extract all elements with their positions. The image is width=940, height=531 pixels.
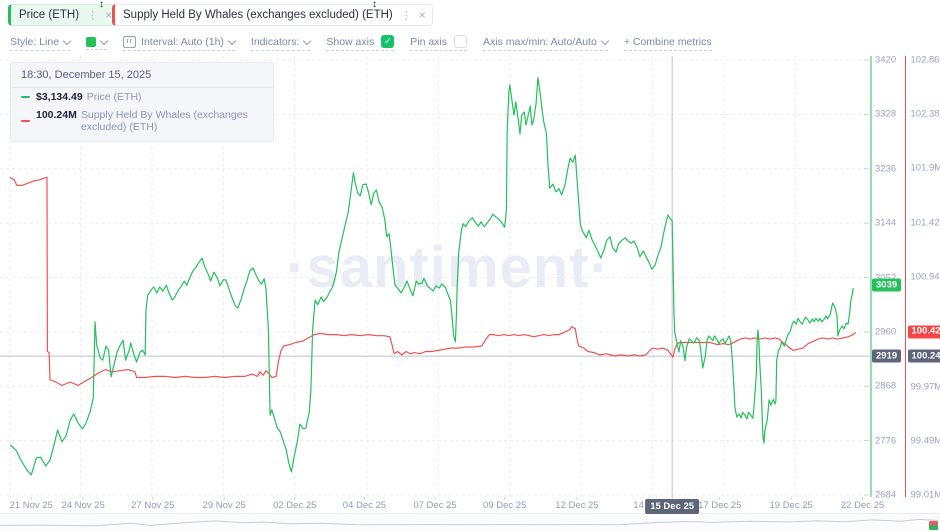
x-axis-tick: 29 Nov 25 xyxy=(202,500,246,511)
tooltip-row-supply: 100.24M Supply Held By Whales (exchanges… xyxy=(11,106,273,141)
x-axis-tick: 04 Dec 25 xyxy=(342,500,387,511)
supply-axis-tick: 102.38M xyxy=(910,108,940,120)
mini-logo-icon xyxy=(929,521,938,530)
combine-metrics-button[interactable]: + Combine metrics xyxy=(623,35,712,51)
show-axis-checkbox[interactable]: ✓ xyxy=(381,35,395,48)
metric-tabbar: Price (ETH) ⋮ × ↕ Supply Held By Whales … xyxy=(0,0,940,31)
chevron-down-icon xyxy=(303,36,312,45)
tooltip-timestamp: 18:30, December 15, 2025 xyxy=(11,63,273,88)
close-icon[interactable]: × xyxy=(105,8,113,22)
tab-price-eth[interactable]: Price (ETH) ⋮ × xyxy=(8,4,120,26)
supply-current-badge: 100.42M xyxy=(907,325,940,339)
price-series-dash-icon xyxy=(21,96,30,98)
axis-maxmin-label: Axis max/min: Auto/Auto xyxy=(483,35,597,48)
tab-supply-whales[interactable]: Supply Held By Whales (exchanges exclude… xyxy=(112,4,433,26)
tab-price-label: Price (ETH) xyxy=(19,9,80,21)
price-axis-tick: 3420 xyxy=(875,54,897,66)
supply-series-dash-icon xyxy=(21,120,30,122)
supply-line-series xyxy=(9,176,857,386)
price-line-series xyxy=(9,77,854,476)
x-axis-tick: 22 Dec 25 xyxy=(840,500,885,511)
axis-maxmin-select[interactable]: Axis max/min: Auto/Auto xyxy=(483,35,610,51)
pin-axis-label: Pin axis xyxy=(410,35,447,48)
x-crosshair-badge: 15 Dec 25 xyxy=(645,499,700,514)
style-label: Style: Line xyxy=(10,35,60,48)
interval-icon xyxy=(123,35,137,48)
drag-handle-icon[interactable]: ↕ xyxy=(372,0,377,10)
color-swatch xyxy=(86,36,97,47)
price-crosshair-badge: 2919 xyxy=(872,349,902,363)
supply-axis-tick: 99.01M xyxy=(910,489,940,501)
supply-axis-tick: 99.97M xyxy=(910,381,940,393)
tab-supply-label: Supply Held By Whales (exchanges exclude… xyxy=(123,9,393,21)
x-axis-tick: 09 Dec 25 xyxy=(483,500,527,511)
supply-axis-tick: 101.42M xyxy=(910,217,940,229)
tooltip-price-value: $3,134.49 xyxy=(36,91,83,103)
kebab-menu-icon[interactable]: ⋮ xyxy=(400,9,412,22)
pin-axis-toggle[interactable]: Pin axis xyxy=(410,35,467,51)
tooltip-row-price: $3,134.49 Price (ETH) xyxy=(11,88,273,106)
color-swatch-select[interactable] xyxy=(86,36,109,50)
x-axis-tick: 12 Dec 25 xyxy=(555,500,599,511)
x-axis-tick: 27 Nov 25 xyxy=(131,500,175,511)
tooltip-price-label: Price (ETH) xyxy=(86,91,142,103)
show-axis-label: Show axis xyxy=(326,35,375,48)
drag-handle-icon[interactable]: ↕ xyxy=(99,0,104,10)
chevron-down-icon xyxy=(99,36,109,45)
x-axis-tick: 21 Nov 25 xyxy=(9,500,53,511)
timeline-navigator[interactable] xyxy=(0,513,940,531)
style-select[interactable]: Style: Line xyxy=(10,35,72,51)
interval-select[interactable]: Interval: Auto (1h) xyxy=(123,35,237,51)
chevron-down-icon xyxy=(227,36,237,45)
indicators-label: Indicators: xyxy=(250,35,300,48)
chevron-down-icon xyxy=(62,36,72,45)
tooltip-supply-value: 100.24M xyxy=(36,109,77,121)
price-current-badge: 3039 xyxy=(872,278,902,292)
supply-axis-tick: 99.49M xyxy=(910,435,940,447)
price-axis-tick: 3328 xyxy=(875,108,897,120)
supply-crosshair-badge: 100.24M xyxy=(907,349,940,363)
x-axis-tick: 17 Dec 25 xyxy=(698,500,742,511)
supply-axis-tick: 101.9M xyxy=(910,162,940,174)
kebab-menu-icon[interactable]: ⋮ xyxy=(87,9,99,22)
price-axis-tick: 3236 xyxy=(875,163,897,175)
price-axis-tick: 2960 xyxy=(875,326,897,338)
chart-toolbar: Style: Line Interval: Auto (1h) Indicato… xyxy=(0,30,940,56)
navigator-sparkline xyxy=(0,518,939,527)
tooltip-supply-label: Supply Held By Whales (exchanges exclude… xyxy=(80,109,248,133)
x-axis-tick: 07 Dec 25 xyxy=(413,500,457,511)
supply-axis-tick: 102.86M xyxy=(910,54,940,66)
x-axis-tick: 19 Dec 25 xyxy=(769,500,813,511)
show-axis-toggle[interactable]: Show axis ✓ xyxy=(326,35,395,51)
x-axis-tick: 24 Nov 25 xyxy=(61,500,105,511)
combine-metrics-label: + Combine metrics xyxy=(623,35,712,48)
price-axis-tick: 3052 xyxy=(875,272,897,283)
chart-tooltip: 18:30, December 15, 2025 $3,134.49 Price… xyxy=(10,62,274,142)
close-icon[interactable]: × xyxy=(418,8,426,22)
price-axis-tick: 3144 xyxy=(875,217,897,229)
supply-axis-tick: 100.94M xyxy=(910,271,940,283)
price-axis-tick: 2868 xyxy=(875,380,897,392)
interval-label: Interval: Auto (1h) xyxy=(141,35,224,48)
chevron-down-icon xyxy=(600,36,610,45)
indicators-select[interactable]: Indicators: xyxy=(250,35,312,51)
x-axis-tick: 02 Dec 25 xyxy=(273,500,317,511)
santiment-watermark: ·santiment· xyxy=(286,235,610,300)
pin-axis-checkbox[interactable] xyxy=(454,35,467,48)
price-axis-tick: 2776 xyxy=(875,435,897,447)
price-axis-tick: 2684 xyxy=(875,489,897,501)
